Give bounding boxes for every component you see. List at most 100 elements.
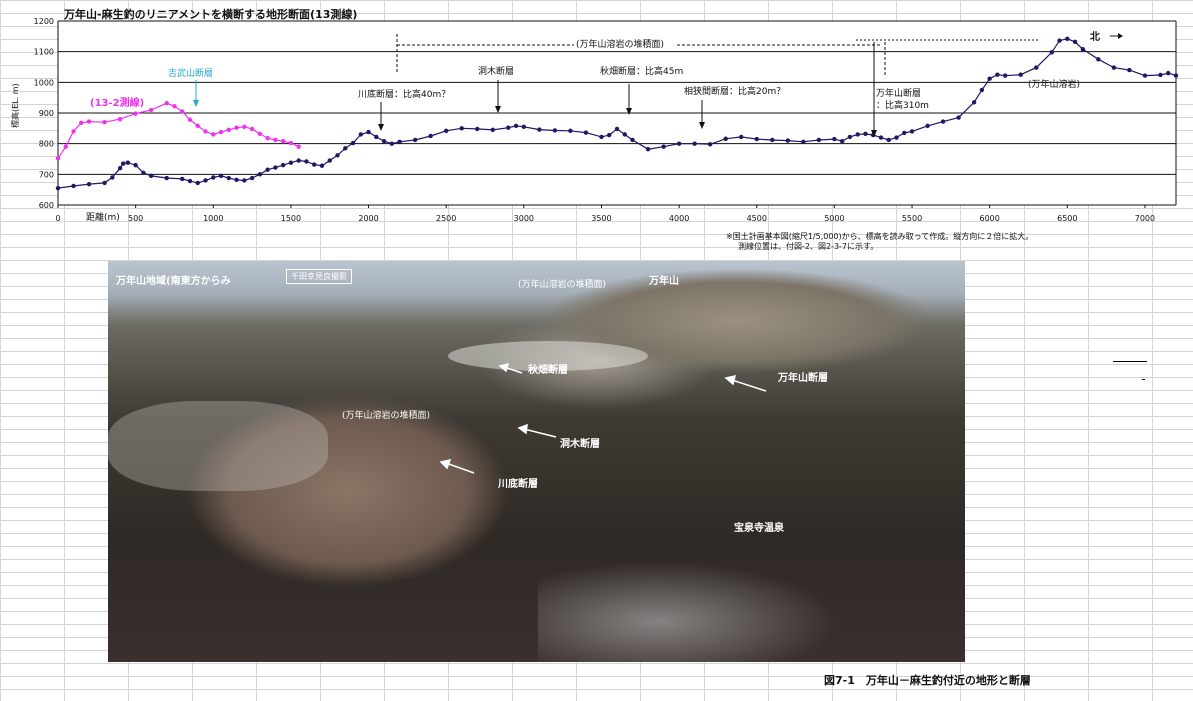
data-point <box>412 137 418 143</box>
data-point <box>1096 57 1101 62</box>
x-tick-label: 3500 <box>591 214 611 223</box>
data-point <box>133 111 138 116</box>
data-point <box>902 130 907 136</box>
y-tick-label: 1000 <box>34 78 54 87</box>
y-tick-label: 600 <box>39 201 54 210</box>
data-point <box>863 131 868 137</box>
data-point <box>925 123 930 129</box>
side-mark <box>1113 361 1147 362</box>
data-point <box>739 134 744 140</box>
annotation-kawazoko-fault: 川底断層：比高40m？ <box>358 88 450 100</box>
data-point <box>583 130 589 135</box>
data-point <box>234 125 239 130</box>
y-tick-label: 1200 <box>34 17 54 26</box>
data-point <box>397 139 402 145</box>
data-point <box>956 115 961 120</box>
side-mark <box>1142 379 1145 380</box>
note-line-2: 測線位置は、付図-2、図2-3-7に示す。 <box>738 242 879 251</box>
x-tick-label: 6500 <box>1057 214 1077 223</box>
data-point <box>366 129 371 135</box>
data-point <box>257 131 263 137</box>
annotation-horaki-fault: 洞木断層 <box>478 65 514 77</box>
data-point <box>249 175 255 181</box>
data-point <box>242 124 247 129</box>
data-point <box>63 144 68 149</box>
lava-surface-label-bg <box>574 37 676 49</box>
data-point <box>754 136 759 142</box>
data-point <box>707 142 713 147</box>
data-point <box>249 126 255 132</box>
photo-title: 万年山地域(南東方からみ <box>116 276 231 287</box>
annotation-arrowhead <box>495 106 501 113</box>
data-point <box>1158 72 1163 78</box>
data-point <box>1049 50 1054 55</box>
data-point <box>187 178 193 184</box>
figure-caption: 図7-1 万年山－麻生釣付近の地形と断層 <box>824 674 1031 687</box>
data-point <box>770 137 775 143</box>
photo-label-akibata: 秋畑断層 <box>528 365 568 376</box>
data-point <box>1080 47 1086 52</box>
data-point <box>86 119 92 124</box>
chart-ticks: 600 700 800 900 1000 1100 1200 0 500 1000 1500 2000… <box>34 17 1155 223</box>
photo-credit: 千田幸見良撮影 <box>286 269 352 284</box>
data-point <box>211 132 216 137</box>
data-point <box>940 119 946 124</box>
data-point <box>148 173 154 179</box>
data-point <box>257 172 263 177</box>
chart-grid <box>57 20 1177 208</box>
photo-town <box>538 561 838 662</box>
data-point <box>172 104 177 109</box>
data-point <box>187 117 193 122</box>
data-point <box>1018 72 1023 77</box>
data-point <box>1111 65 1117 70</box>
data-point <box>1166 70 1171 76</box>
data-point <box>71 183 76 189</box>
x-tick-label: 500 <box>128 214 143 223</box>
data-point <box>599 134 604 140</box>
annotation-arrowhead <box>871 130 877 137</box>
data-point <box>971 100 977 105</box>
data-point <box>552 128 558 133</box>
photo-label-kawazoko: 川底断層 <box>498 479 538 490</box>
data-point <box>1142 73 1148 78</box>
north-label: 北 <box>1090 30 1100 43</box>
data-point <box>280 139 286 144</box>
x-tick-label: 2500 <box>436 214 456 223</box>
photo-label-lava-surface-mid: (万年山溶岩の堆積面) <box>342 411 431 421</box>
data-point <box>265 135 270 141</box>
x-tick-label: 4500 <box>747 214 767 223</box>
data-point <box>886 137 891 143</box>
annotation-aibasama-fault: 相狭間断層：比高20m？ <box>684 85 785 97</box>
data-point <box>661 144 666 149</box>
data-point <box>55 185 61 191</box>
photo-label-lava-surface-top: (万年山溶岩の堆積面) <box>518 280 607 290</box>
data-point <box>195 180 200 186</box>
data-point <box>86 181 92 187</box>
data-point <box>304 159 309 164</box>
data-point <box>894 135 899 140</box>
data-point <box>117 116 123 122</box>
data-point <box>676 141 682 146</box>
photo-arrows <box>439 362 767 474</box>
data-point <box>121 161 126 166</box>
data-point <box>296 144 301 149</box>
x-tick-label: 2000 <box>358 214 378 223</box>
y-tick-label: 900 <box>39 109 54 118</box>
data-point <box>343 146 348 151</box>
data-point <box>218 129 224 135</box>
data-point <box>381 139 387 144</box>
data-point <box>816 137 822 143</box>
data-point <box>203 129 208 134</box>
x-tick-label: 1000 <box>203 214 223 223</box>
data-point <box>102 120 107 125</box>
data-point <box>265 167 270 172</box>
data-point <box>203 178 208 183</box>
data-point <box>1034 65 1039 70</box>
data-point <box>537 127 542 132</box>
data-point <box>280 162 286 168</box>
data-point <box>110 175 115 180</box>
data-point <box>242 178 247 183</box>
annotation-lava-rock: (万年山溶岩) <box>1028 78 1080 90</box>
data-point <box>1127 67 1132 73</box>
data-point <box>335 153 340 158</box>
